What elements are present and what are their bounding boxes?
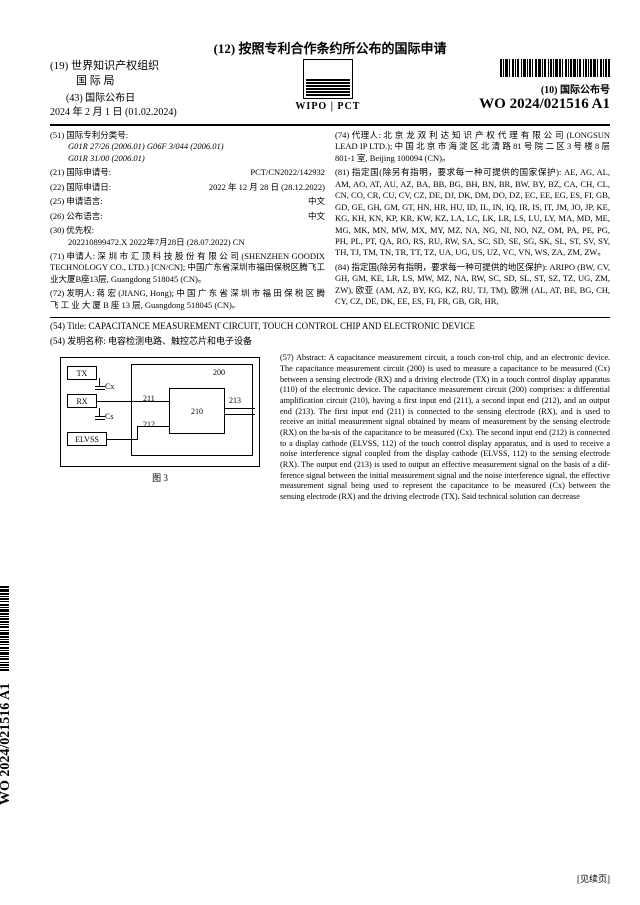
spine-barcode-icon: [0, 586, 9, 671]
title-zh: (54) 发明名称: 电容检测电路、触控芯片和电子设备: [50, 334, 610, 347]
f21-val: PCT/CN2022/142932: [250, 167, 325, 178]
wire: [97, 401, 169, 402]
f26-val: 中文: [308, 211, 325, 222]
n200: 200: [213, 368, 225, 377]
figure-caption: 图 3: [50, 471, 270, 484]
header: (12) 按照专利合作条约所公布的国际申请 (19) 世界知识产权组织 国 际 …: [50, 38, 610, 120]
field-26: (26) 公布语言: 中文: [50, 211, 325, 222]
circuit-diagram: TX RX ELVSS Cx Cs 200 210 211 212 213: [60, 357, 260, 467]
n213: 213: [229, 396, 241, 405]
cs-label: Cs: [105, 412, 113, 421]
cap-plate: [95, 419, 105, 420]
f25-val: 中文: [308, 196, 325, 207]
cap-plate: [95, 386, 105, 387]
wire: [137, 426, 169, 427]
wire: [225, 414, 255, 415]
f22-label: (22) 国际申请日:: [50, 182, 111, 193]
field-81: (81) 指定国(除另有指明，要求每一种可提供的国家保护): AE, AG, A…: [335, 167, 610, 259]
cap-line: [99, 408, 100, 416]
pubno: WO 2024/021516 A1: [479, 96, 610, 113]
wipo-text: WIPO | PCT: [295, 101, 360, 112]
f51-val: G01R 27/26 (2006.01) G06F 3/044 (2006.01…: [50, 141, 325, 164]
title-en: (54) Title: CAPACITANCE MEASUREMENT CIRC…: [50, 321, 610, 331]
f30-val: 202210899472.X 2022年7月28日 (28.07.2022) C…: [50, 237, 325, 248]
spine-text: WO 2024/021516 A1: [0, 683, 13, 805]
footer-continued: [见续页]: [577, 872, 610, 885]
figure-area: TX RX ELVSS Cx Cs 200 210 211 212 213 图 …: [50, 353, 270, 502]
field-71: (71) 申请人: 深 圳 市 汇 顶 科 技 股 份 有 限 公 司 (SHE…: [50, 251, 325, 285]
rx-box: RX: [67, 394, 97, 408]
right-column: (74) 代理人: 北 京 龙 双 利 达 知 识 产 权 代 理 有 限 公 …: [335, 130, 610, 315]
field-72: (72) 发明人: 蒋 宏 (JIANG, Hong); 中 国 广 东 省 深…: [50, 288, 325, 311]
barcode-icon: [479, 59, 610, 77]
org-line1: (19) 世界知识产权组织: [50, 59, 177, 74]
header-right: (10) 国际公布号 WO 2024/021516 A1: [479, 59, 610, 113]
f25-label: (25) 申请语言:: [50, 196, 103, 207]
elvss-box: ELVSS: [67, 432, 107, 446]
wire: [225, 408, 255, 409]
f22-val: 2022 年 12 月 28 日 (28.12.2022): [209, 182, 325, 193]
pubdate: 2024 年 2 月 1 日 (01.02.2024): [50, 106, 177, 120]
bottom-section: TX RX ELVSS Cx Cs 200 210 211 212 213 图 …: [50, 353, 610, 502]
org-line2: 国 际 局: [50, 74, 177, 89]
pubno-label: (10) 国际公布号: [479, 81, 610, 96]
spine-pubno: WO 2024/021516 A1: [0, 586, 14, 805]
f21-label: (21) 国际申请号:: [50, 167, 111, 178]
cx-label: Cx: [105, 382, 114, 391]
divider: [50, 317, 610, 318]
wire: [137, 426, 138, 440]
wire: [107, 439, 137, 440]
n212: 212: [143, 420, 155, 429]
field-84: (84) 指定国(除另有指明，要求每一种可提供的地区保护): ARIPO (BW…: [335, 262, 610, 308]
wipo-logo-icon: [303, 59, 353, 99]
f51-label: (51) 国际专利分类号:: [50, 130, 128, 140]
field-30: (30) 优先权: 202210899472.X 2022年7月28日 (28.…: [50, 225, 325, 248]
f30-label: (30) 优先权:: [50, 225, 325, 236]
cap-plate: [95, 416, 105, 417]
divider: [50, 124, 610, 126]
field-74: (74) 代理人: 北 京 龙 双 利 达 知 识 产 权 代 理 有 限 公 …: [335, 130, 610, 164]
field-21: (21) 国际申请号: PCT/CN2022/142932: [50, 167, 325, 178]
abstract: (57) Abstract: A capacitance measurement…: [280, 353, 610, 502]
pubdate-label: (43) 国际公布日: [50, 92, 177, 106]
header-center: WIPO | PCT: [295, 59, 360, 112]
field-51: (51) 国际专利分类号: G01R 27/26 (2006.01) G06F …: [50, 130, 325, 164]
f26-label: (26) 公布语言:: [50, 211, 103, 222]
field-22: (22) 国际申请日: 2022 年 12 月 28 日 (28.12.2022…: [50, 182, 325, 193]
left-column: (51) 国际专利分类号: G01R 27/26 (2006.01) G06F …: [50, 130, 325, 315]
cap-line: [99, 378, 100, 386]
header-left: (19) 世界知识产权组织 国 际 局 (43) 国际公布日 2024 年 2 …: [50, 59, 177, 120]
cap-plate: [95, 389, 105, 390]
header-row: (19) 世界知识产权组织 国 际 局 (43) 国际公布日 2024 年 2 …: [50, 59, 610, 120]
inner-210: 210: [169, 388, 225, 434]
field-25: (25) 申请语言: 中文: [50, 196, 325, 207]
doc-type-title: (12) 按照专利合作条约所公布的国际申请: [50, 38, 610, 57]
biblio-columns: (51) 国际专利分类号: G01R 27/26 (2006.01) G06F …: [50, 130, 610, 315]
tx-box: TX: [67, 366, 97, 380]
